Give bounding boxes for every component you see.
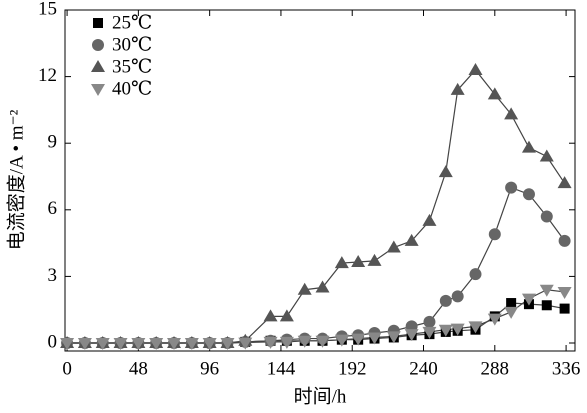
y-axis-label: 电流密度/A • m⁻² xyxy=(5,109,27,250)
x-tick-label: 240 xyxy=(409,358,438,379)
y-tick-label: 6 xyxy=(48,198,58,219)
marker xyxy=(131,338,146,351)
marker xyxy=(91,60,105,72)
marker xyxy=(220,338,235,351)
marker xyxy=(263,309,278,322)
marker xyxy=(315,280,330,293)
legend-label: 35℃ xyxy=(112,56,152,77)
marker xyxy=(93,18,103,28)
x-axis-label: 时间/h xyxy=(294,385,347,407)
y-tick-label: 3 xyxy=(48,265,58,286)
marker xyxy=(334,334,349,347)
series-line xyxy=(67,69,566,344)
marker xyxy=(238,337,253,350)
marker xyxy=(95,338,110,351)
marker xyxy=(521,293,536,306)
marker xyxy=(263,336,278,349)
marker xyxy=(451,290,464,303)
marker xyxy=(487,313,502,326)
marker xyxy=(539,149,554,162)
marker xyxy=(540,210,553,223)
marker xyxy=(504,107,519,120)
marker xyxy=(404,329,419,342)
marker xyxy=(557,176,572,189)
marker xyxy=(504,306,519,319)
marker xyxy=(439,294,452,307)
x-tick-label: 0 xyxy=(62,358,72,379)
marker xyxy=(488,228,501,241)
marker xyxy=(149,338,164,351)
marker xyxy=(558,234,571,247)
marker xyxy=(438,165,453,178)
y-tick-label: 12 xyxy=(38,65,57,86)
marker xyxy=(539,284,554,297)
legend-label: 25℃ xyxy=(112,12,152,33)
marker xyxy=(334,256,349,269)
marker xyxy=(297,335,312,348)
marker xyxy=(541,300,552,311)
marker xyxy=(450,82,465,95)
marker xyxy=(469,268,482,281)
x-tick-label: 48 xyxy=(129,358,148,379)
marker xyxy=(422,213,437,226)
x-tick-label: 144 xyxy=(267,358,296,379)
marker xyxy=(367,332,382,345)
marker xyxy=(60,338,75,351)
marker xyxy=(468,321,483,334)
marker xyxy=(91,84,105,96)
marker xyxy=(487,87,502,100)
marker xyxy=(351,254,366,267)
plot-frame xyxy=(64,9,576,352)
marker xyxy=(92,39,104,51)
series-line xyxy=(67,302,565,344)
marker xyxy=(167,338,182,351)
x-tick-label: 96 xyxy=(200,358,219,379)
marker xyxy=(438,324,453,337)
marker xyxy=(522,188,535,201)
marker xyxy=(557,286,572,299)
marker xyxy=(297,282,312,295)
marker xyxy=(279,309,294,322)
marker xyxy=(422,326,437,339)
marker xyxy=(315,335,330,348)
legend-label: 40℃ xyxy=(112,78,152,99)
y-tick-label: 0 xyxy=(48,331,58,352)
marker xyxy=(351,333,366,346)
marker xyxy=(113,338,128,351)
marker xyxy=(423,315,436,328)
marker xyxy=(521,140,536,153)
legend-label: 30℃ xyxy=(112,34,152,55)
x-tick-label: 288 xyxy=(481,358,510,379)
x-tick-label: 192 xyxy=(338,358,367,379)
marker xyxy=(367,253,382,266)
x-tick-label: 336 xyxy=(552,358,581,379)
marker xyxy=(450,323,465,336)
marker xyxy=(279,336,294,349)
marker xyxy=(505,181,518,194)
marker xyxy=(202,338,217,351)
marker xyxy=(404,233,419,246)
y-tick-label: 9 xyxy=(48,132,58,153)
marker xyxy=(77,338,92,351)
marker xyxy=(184,338,199,351)
marker xyxy=(468,62,483,75)
marker xyxy=(559,303,570,314)
marker xyxy=(386,240,401,253)
y-tick-label: 15 xyxy=(38,0,57,19)
marker xyxy=(386,331,401,344)
marker xyxy=(506,298,517,309)
